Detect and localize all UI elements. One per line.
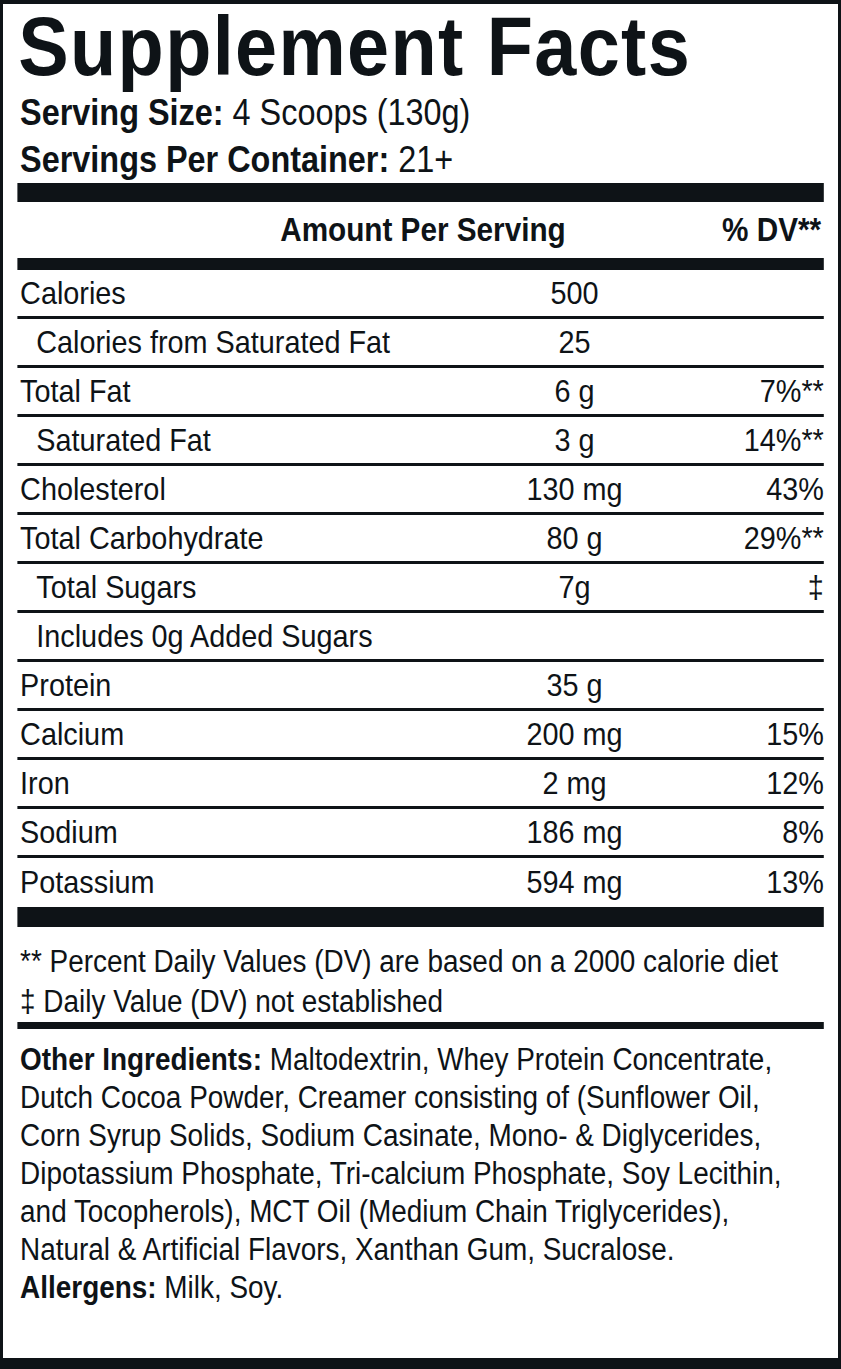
row-total-sugars: Total Sugars 7g ‡ [17,564,823,613]
nutrient-amount: 6 g [440,373,710,410]
row-total-fat: Total Fat 6 g 7%** [17,368,823,417]
nutrient-amount: 500 [440,275,710,312]
footnotes: ** Percent Daily Values (DV) are based o… [3,927,838,1022]
table-header-row: Amount Per Serving % DV** [3,202,838,258]
other-ingredients-label: Other Ingredients: [20,1042,262,1077]
nutrient-dv: 13% [710,864,824,901]
divider-bar-ingredients [17,1022,823,1029]
nutrient-label: Includes 0g Added Sugars [20,618,439,655]
nutrient-table: Calories 500 Calories from Saturated Fat… [17,270,823,907]
supplement-facts-label: Supplement Facts Serving Size: 4 Scoops … [0,0,841,1369]
page-title: Supplement Facts [3,4,838,89]
nutrient-dv: 29%** [710,520,824,557]
ingredients-line: Other Ingredients: Maltodextrin, Whey Pr… [20,1041,821,1079]
servings-per-container-value: 21+ [398,139,453,180]
nutrient-amount: 200 mg [440,716,710,753]
row-added-sugars: Includes 0g Added Sugars [17,613,823,662]
ingredients-line: Dutch Cocoa Powder, Creamer consisting o… [20,1079,821,1117]
nutrient-dv: 12% [710,765,824,802]
serving-size-value: 4 Scoops (130g) [233,92,471,133]
row-potassium: Potassium 594 mg 13% [17,858,823,907]
nutrient-dv: 15% [710,716,824,753]
row-cholesterol: Cholesterol 130 mg 43% [17,466,823,515]
nutrient-dv: ‡ [710,569,824,606]
serving-size-label: Serving Size: [20,92,223,133]
nutrient-label: Iron [20,765,439,802]
row-calcium: Calcium 200 mg 15% [17,711,823,760]
nutrient-label: Total Sugars [20,569,439,606]
label-content: Supplement Facts Serving Size: 4 Scoops … [3,4,838,1307]
nutrient-amount: 35 g [440,667,710,704]
nutrient-label: Protein [20,667,439,704]
nutrient-amount: 3 g [440,422,710,459]
ingredients-line: Natural & Artificial Flavors, Xanthan Gu… [20,1231,821,1269]
divider-bar-header [17,258,823,270]
nutrient-dv: 7%** [710,373,824,410]
other-ingredients: Other Ingredients: Maltodextrin, Whey Pr… [3,1029,838,1307]
nutrient-dv: 8% [710,814,824,851]
nutrient-label: Saturated Fat [20,422,439,459]
nutrient-amount: 130 mg [440,471,710,508]
servings-per-container-label: Servings Per Container: [20,139,389,180]
allergens-value: Milk, Soy. [164,1270,283,1305]
row-protein: Protein 35 g [17,662,823,711]
nutrient-amount: 80 g [440,520,710,557]
nutrient-amount: 25 [440,324,710,361]
nutrient-label: Calories [20,275,439,312]
nutrient-amount: 594 mg [440,864,710,901]
dv-footnote: ** Percent Daily Values (DV) are based o… [20,942,821,982]
nutrient-amount: 2 mg [440,765,710,802]
ingredients-line: Corn Syrup Solids, Sodium Casinate, Mono… [20,1117,821,1155]
amount-per-serving-header: Amount Per Serving [280,211,566,249]
row-iron: Iron 2 mg 12% [17,760,823,809]
allergens-label: Allergens: [20,1270,156,1305]
allergens-line: Allergens: Milk, Soy. [20,1269,821,1307]
divider-bar-footnotes [17,907,823,927]
ingredients-text: Maltodextrin, Whey Protein Concentrate, [270,1042,772,1077]
nutrient-amount: 186 mg [440,814,710,851]
ingredients-line: Dipotassium Phosphate, Tri-calcium Phosp… [20,1155,821,1193]
row-total-carbohydrate: Total Carbohydrate 80 g 29%** [17,515,823,564]
dagger-footnote: ‡ Daily Value (DV) not established [20,982,821,1022]
nutrient-label: Potassium [20,864,439,901]
servings-per-container: Servings Per Container: 21+ [3,136,838,183]
nutrient-amount: 7g [440,569,710,606]
nutrient-dv: 14%** [710,422,824,459]
divider-bar-top [17,183,823,202]
nutrient-label: Calories from Saturated Fat [20,324,439,361]
nutrient-label: Sodium [20,814,439,851]
nutrient-label: Calcium [20,716,439,753]
row-calories: Calories 500 [17,270,823,319]
row-saturated-fat: Saturated Fat 3 g 14%** [17,417,823,466]
row-sodium: Sodium 186 mg 8% [17,809,823,858]
ingredients-line: and Tocopherols), MCT Oil (Medium Chain … [20,1193,821,1231]
nutrient-label: Total Carbohydrate [20,520,439,557]
row-calories-from-saturated-fat: Calories from Saturated Fat 25 [17,319,823,368]
nutrient-label: Cholesterol [20,471,439,508]
percent-dv-header: % DV** [722,211,821,249]
nutrient-label: Total Fat [20,373,439,410]
nutrient-dv: 43% [710,471,824,508]
serving-size: Serving Size: 4 Scoops (130g) [3,89,838,136]
